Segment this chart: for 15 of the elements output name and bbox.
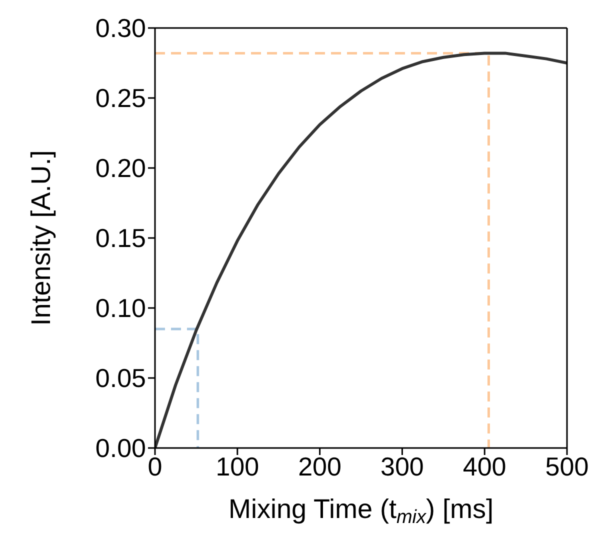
y-tick-label: 0.20: [95, 153, 146, 184]
y-tick-label: 0.25: [95, 83, 146, 114]
y-axis-title: Intensity [A.U.]: [26, 150, 56, 326]
x-tick-label: 100: [216, 451, 260, 482]
y-tick-label: 0.30: [95, 13, 146, 44]
x-axis-title: Mixing Time (t$_{mix}$) [ms]: [228, 494, 494, 528]
x-tick-label: 0: [148, 451, 162, 482]
y-tick-label: 0.00: [95, 433, 146, 464]
y-tick-label: 0.05: [95, 363, 146, 394]
x-tick-label: 300: [380, 451, 424, 482]
y-tick-label: 0.15: [95, 223, 146, 254]
y-tick-label: 0.10: [95, 293, 146, 324]
x-tick-label: 500: [545, 451, 589, 482]
x-tick-label: 400: [462, 451, 506, 482]
x-tick-label: 200: [298, 451, 342, 482]
